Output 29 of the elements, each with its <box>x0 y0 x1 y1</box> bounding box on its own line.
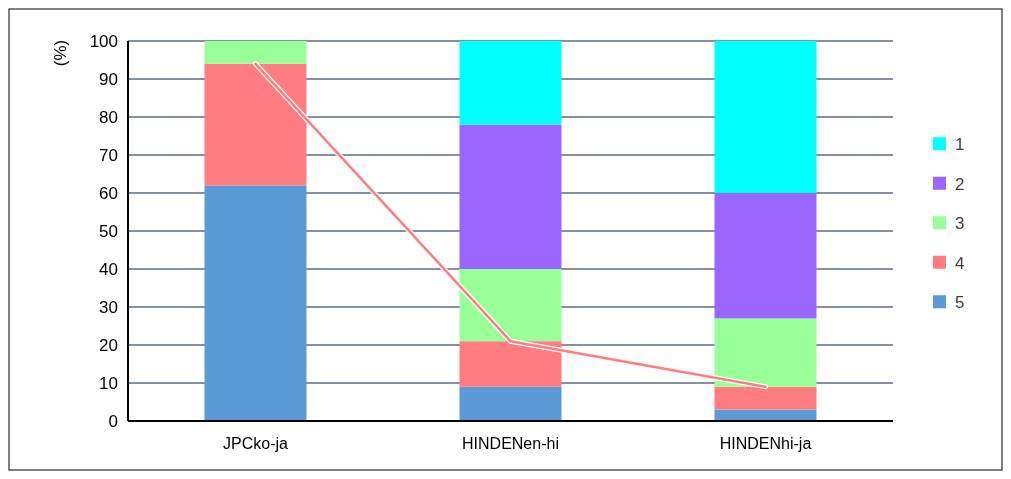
x-tick-label: HINDENhi-ja <box>719 435 812 452</box>
y-tick-label: 60 <box>99 183 118 203</box>
legend-label: 1 <box>955 135 965 155</box>
bar <box>714 193 817 319</box>
bar <box>459 41 562 125</box>
y-axis-title: (%) <box>51 39 70 67</box>
bar <box>459 386 562 421</box>
bar <box>204 41 307 64</box>
legend-label: 4 <box>955 253 965 273</box>
bar <box>204 185 307 421</box>
y-tick-label: 70 <box>99 145 118 165</box>
x-tick-label: HINDENen-hi <box>462 435 559 452</box>
bar <box>459 269 562 342</box>
bar <box>459 124 562 269</box>
legend-label: 5 <box>955 293 965 313</box>
y-tick-label: 30 <box>99 297 118 317</box>
y-tick-label: 100 <box>89 31 118 51</box>
y-tick-label: 10 <box>99 373 118 393</box>
y-tick-label: 20 <box>99 335 118 355</box>
legend-label: 2 <box>955 174 965 194</box>
y-tick-label: 80 <box>99 107 118 127</box>
x-tick-label: JPCko-ja <box>223 435 289 452</box>
y-tick-label: 0 <box>108 411 118 431</box>
legend-label: 3 <box>955 214 965 234</box>
y-tick-label: 50 <box>99 221 118 241</box>
y-tick-label: 90 <box>99 69 118 89</box>
bar <box>714 318 817 387</box>
y-tick-label: 40 <box>99 259 118 279</box>
bar <box>714 41 817 193</box>
